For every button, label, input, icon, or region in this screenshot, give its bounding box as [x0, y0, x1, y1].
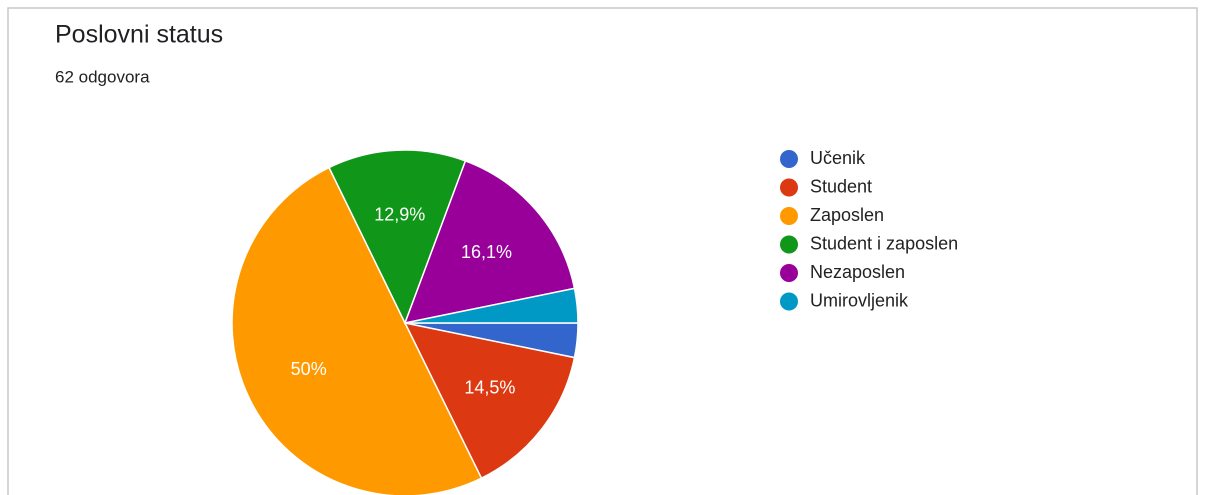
legend-label: Student — [810, 176, 872, 196]
card-border — [7, 7, 1198, 495]
chart-subtitle: 62 odgovora — [55, 67, 150, 86]
legend-swatch — [780, 150, 798, 168]
legend-label: Nezaposlen — [810, 262, 905, 282]
legend-swatch — [780, 264, 798, 282]
legend-label: Zaposlen — [810, 205, 884, 225]
legend-label: Umirovljenik — [810, 290, 909, 310]
slice-label: 16,1% — [461, 242, 512, 262]
legend-label: Student i zaposlen — [810, 233, 958, 253]
slice-label: 12,9% — [374, 205, 425, 225]
pie-slice — [328, 149, 467, 325]
legend-swatch — [780, 292, 798, 311]
legend-swatch — [780, 178, 798, 197]
legend-label: Učenik — [810, 148, 866, 168]
pie-slice — [403, 321, 576, 480]
legend-swatch — [780, 207, 798, 225]
chart-title: Poslovni status — [55, 21, 223, 49]
legend-swatch — [780, 235, 798, 254]
pie-slice — [231, 166, 483, 495]
slice-label: 50% — [291, 359, 327, 379]
pie-slice — [403, 159, 576, 325]
slice-label: 14,5% — [464, 377, 515, 397]
pie-slice — [404, 287, 579, 324]
